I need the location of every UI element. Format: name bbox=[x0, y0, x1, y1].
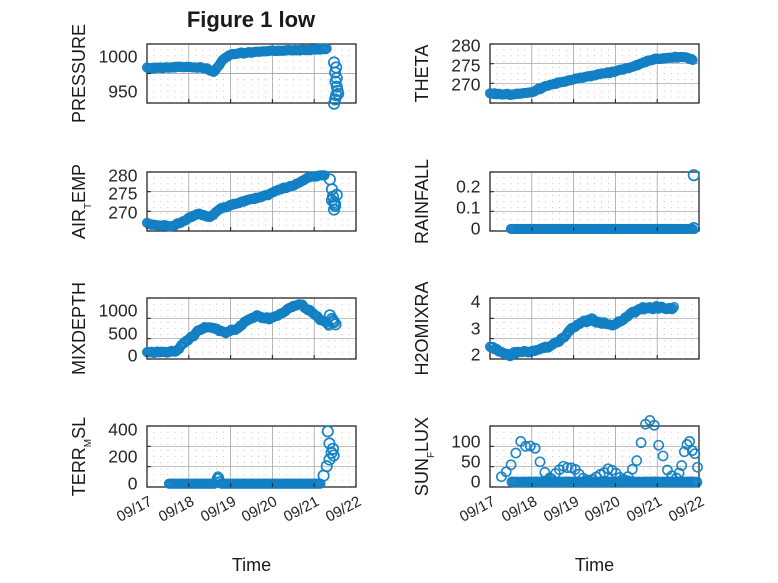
svg-text:AIRTEMP: AIRTEMP bbox=[69, 164, 94, 239]
svg-text:H2OMIXRA: H2OMIXRA bbox=[412, 281, 432, 375]
svg-text:PRESSURE: PRESSURE bbox=[69, 24, 89, 123]
svg-text:Figure 1 low: Figure 1 low bbox=[187, 7, 316, 32]
svg-text:THETA: THETA bbox=[412, 45, 432, 103]
svg-text:SUNFLUX: SUNFLUX bbox=[412, 417, 437, 496]
svg-text:TERRMSL: TERRMSL bbox=[69, 417, 94, 496]
svg-text:MIXDEPTH: MIXDEPTH bbox=[69, 282, 89, 375]
svg-text:RAINFALL: RAINFALL bbox=[412, 159, 432, 244]
